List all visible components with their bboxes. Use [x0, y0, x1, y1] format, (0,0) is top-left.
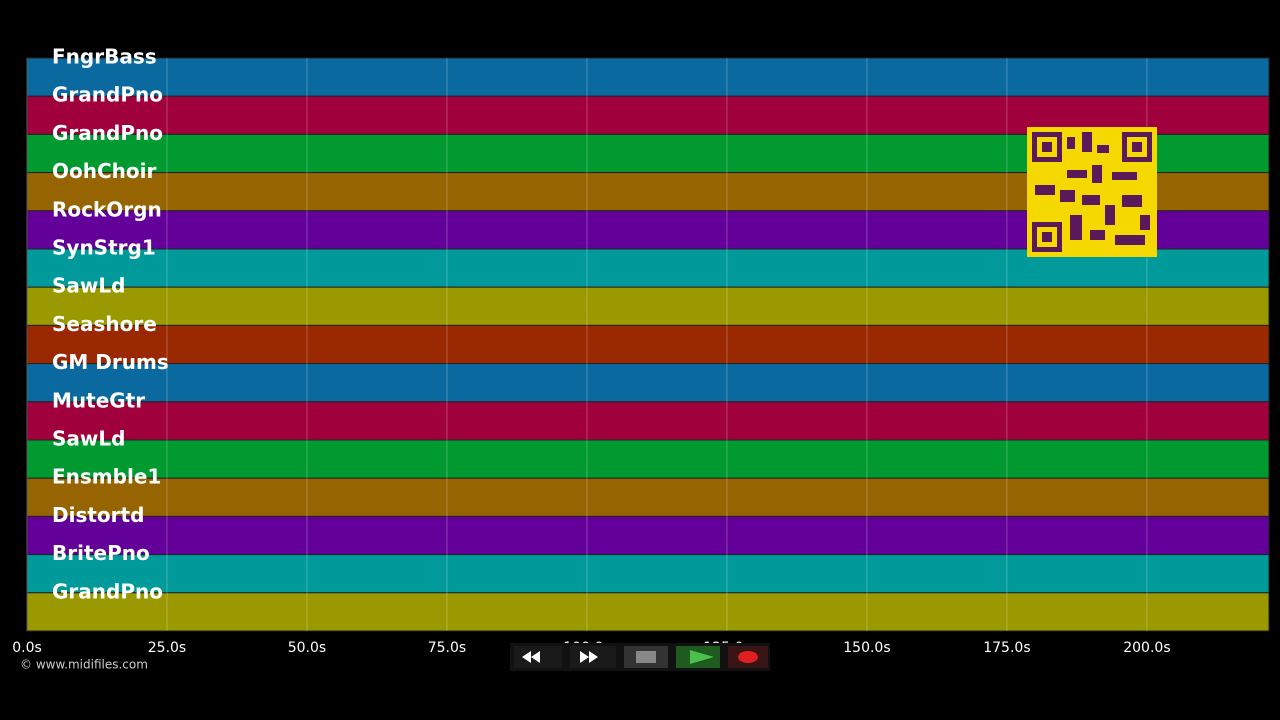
track-name: OohChoir — [52, 159, 156, 183]
transport-controls — [510, 643, 770, 671]
track-name: Distortd — [52, 503, 144, 527]
time-grid — [26, 58, 1148, 631]
track-lane — [26, 286, 1270, 326]
track-lane — [26, 363, 1270, 403]
track-lane — [26, 439, 1270, 479]
track-name: GM Drums — [52, 350, 169, 374]
track-name: Seashore — [52, 312, 157, 336]
track-lane — [26, 592, 1270, 632]
track-name: GrandPno — [52, 579, 163, 603]
tick-label: 75.0s — [428, 640, 466, 656]
fast-forward-button[interactable] — [570, 646, 616, 668]
track-name: RockOrgn — [52, 197, 162, 221]
track-name: SynStrg1 — [52, 236, 156, 260]
track-lane — [26, 477, 1270, 517]
track-name: SawLd — [52, 427, 125, 451]
track-lane — [26, 324, 1270, 365]
tick-label: 25.0s — [148, 640, 186, 656]
track-name: SawLd — [52, 274, 125, 298]
track-name: MuteGtr — [52, 388, 145, 412]
track-name: FngrBass — [52, 45, 157, 69]
tick-label: 0.0s — [12, 640, 42, 656]
qr-code — [1027, 127, 1157, 257]
tick-label: 50.0s — [288, 640, 326, 656]
copyright: © www.midifiles.com — [20, 658, 148, 672]
play-button[interactable] — [676, 646, 720, 668]
track-lane — [26, 554, 1270, 594]
track-name: Ensmble1 — [52, 465, 161, 489]
rewind-button[interactable] — [514, 646, 562, 668]
track-name: GrandPno — [52, 83, 163, 107]
tick-label: 175.0s — [983, 640, 1030, 656]
tick-label: 200.0s — [1123, 640, 1170, 656]
track-labels: FngrBass GrandPno GrandPno OohChoir RockOrgn… — [52, 45, 169, 604]
track-name: BritePno — [52, 541, 150, 565]
track-name: GrandPno — [52, 121, 163, 145]
stop-button[interactable] — [624, 646, 668, 668]
track-lane — [26, 57, 1270, 97]
record-button[interactable] — [728, 646, 768, 668]
tick-label: 150.0s — [843, 640, 890, 656]
track-lane — [26, 401, 1270, 441]
track-lane — [26, 515, 1270, 556]
